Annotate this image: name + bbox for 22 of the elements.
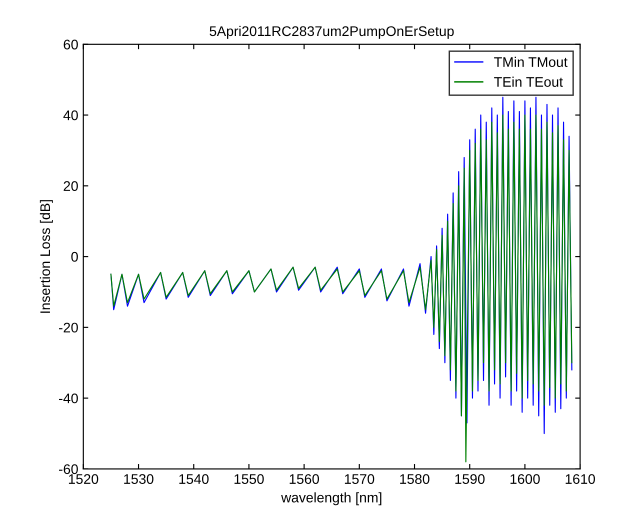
legend-label: TMin TMout <box>494 56 568 67</box>
x-tick-label: 1530 <box>124 474 154 484</box>
x-tick-label: 1590 <box>455 474 485 484</box>
x-tick-label: 1540 <box>179 474 209 484</box>
x-tick-label: 1560 <box>290 474 320 484</box>
x-axis-title: wavelength [nm] <box>281 492 382 506</box>
y-tick-label: 20 <box>64 181 78 191</box>
legend-label: TEin TEout <box>494 76 563 87</box>
x-tick-label: 1550 <box>234 474 264 484</box>
x-tick-label: 1520 <box>68 474 98 484</box>
x-tick-label: 1580 <box>400 474 430 484</box>
y-tick-label: 0 <box>71 252 78 262</box>
x-tick-label: 1600 <box>510 474 540 484</box>
y-tick-label: -40 <box>59 393 78 404</box>
y-tick-label: 40 <box>63 110 78 120</box>
y-tick-label: -20 <box>59 322 78 333</box>
x-tick-label: 1570 <box>344 474 374 484</box>
y-tick-label: -60 <box>59 464 78 474</box>
y-tick-label: 60 <box>64 40 78 50</box>
y-axis-title: Insertion Loss [dB] <box>40 200 53 313</box>
x-tick-label: 1610 <box>566 474 596 484</box>
chart-title: 5Apri2011RC2837um2PumpOnErSetup <box>210 26 454 39</box>
